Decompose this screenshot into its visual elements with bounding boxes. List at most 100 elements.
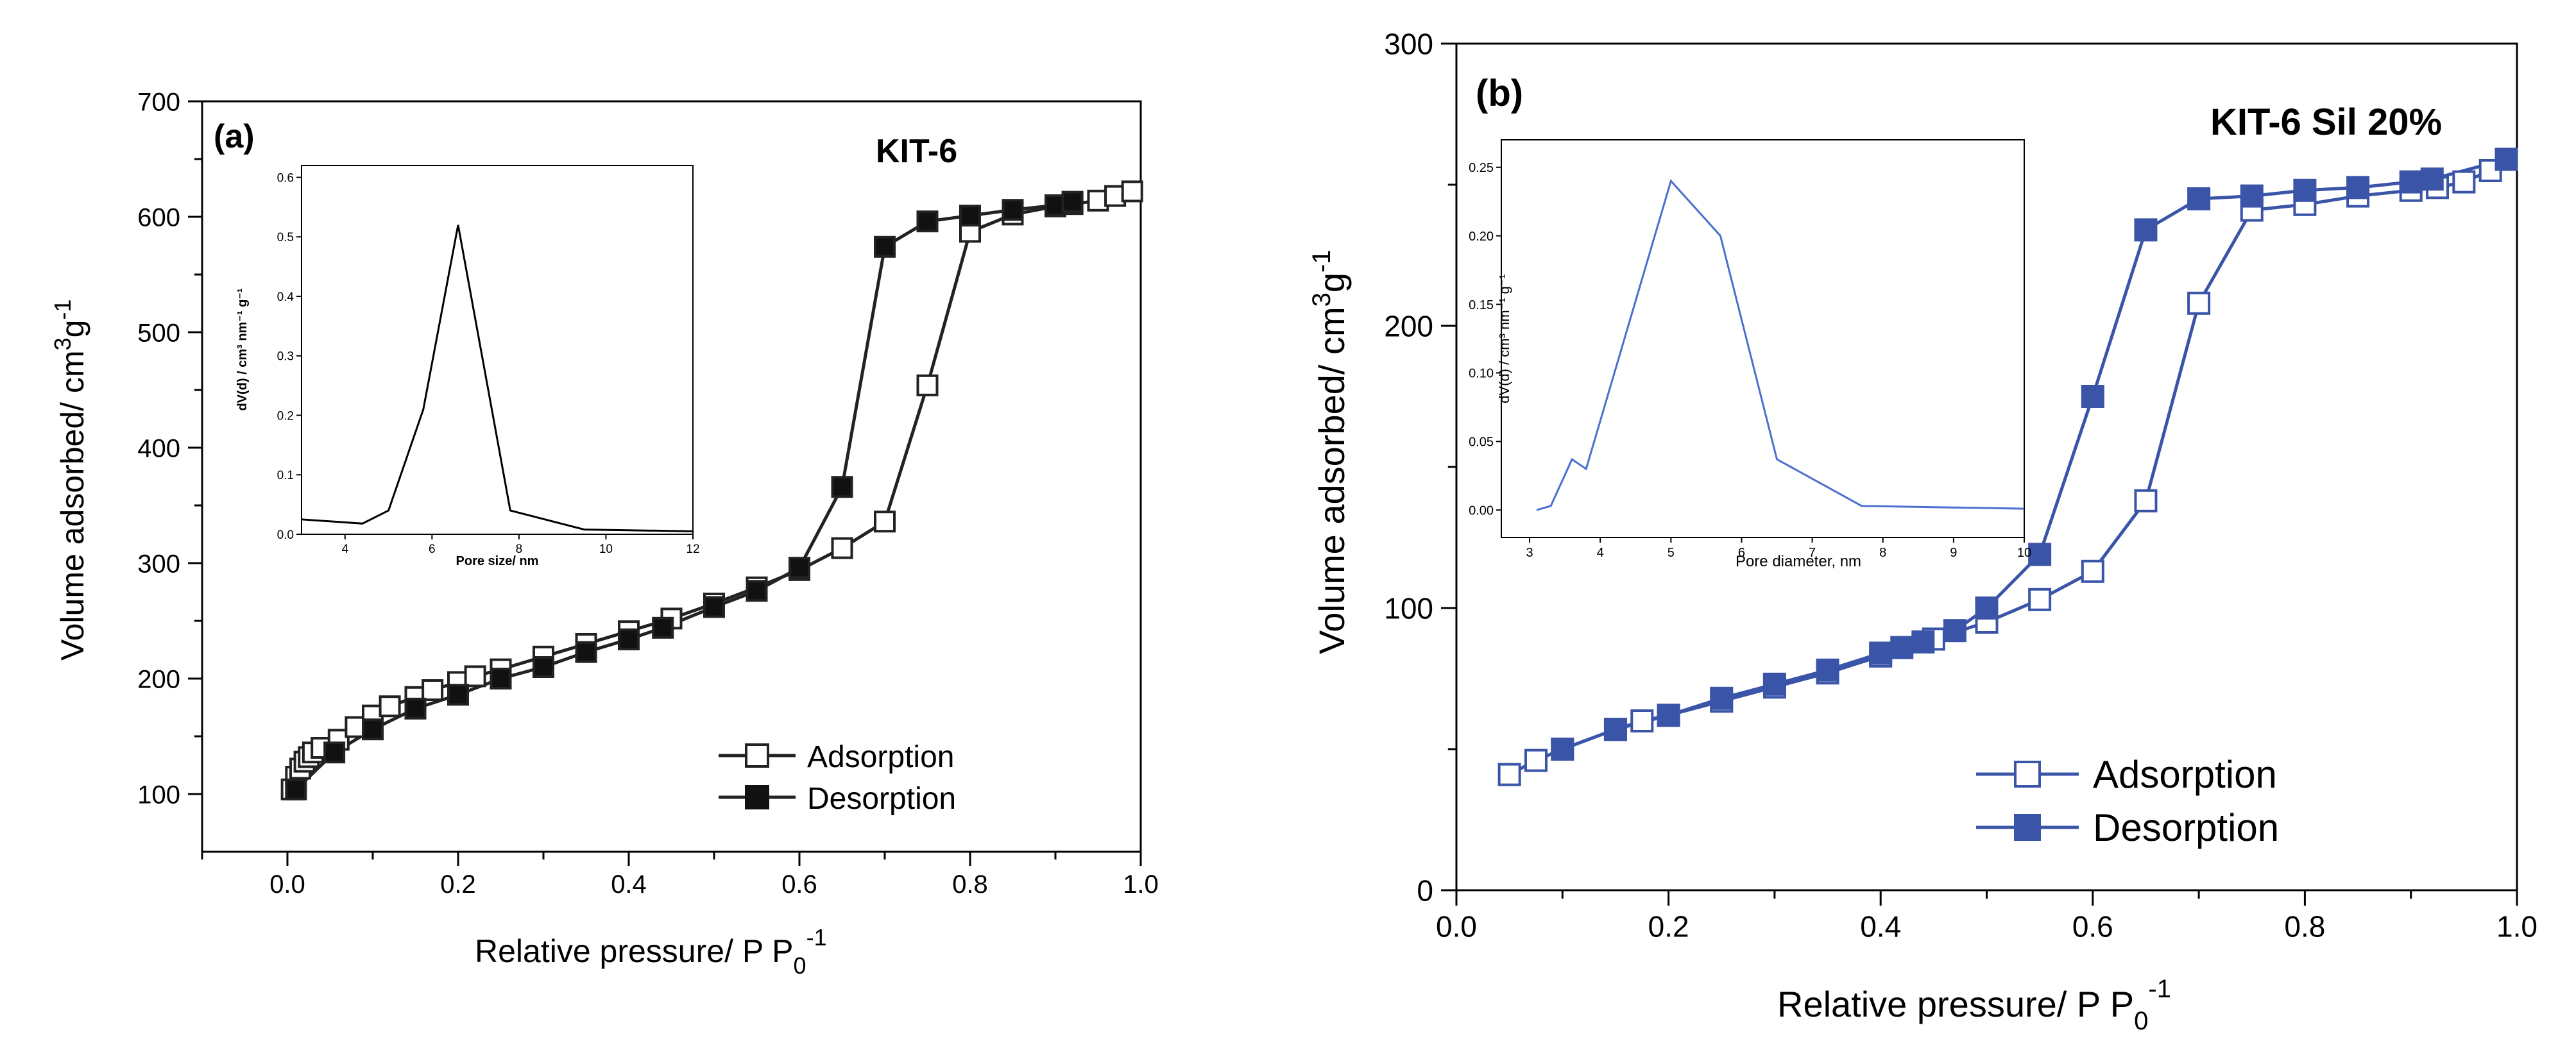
panel-a-inset-y-ticks: 0.0 0.1 0.2 0.3 0.4 0.5 0.6 bbox=[277, 171, 302, 542]
a-adsorption-point bbox=[422, 679, 444, 701]
bi-x-tick-label: 3 bbox=[1526, 546, 1533, 560]
panel-b-legend-desorption-marker bbox=[2014, 814, 2041, 841]
b-x-tick-label: 0.6 bbox=[2072, 909, 2113, 943]
a-desorption-point bbox=[362, 718, 384, 741]
panel-b-inset: 3 4 5 6 7 8 9 10 0.00 0.05 0.10 0.15 0.20 0.25 Pore … bbox=[1469, 139, 2031, 570]
a-y-tick-label: 300 bbox=[137, 550, 180, 578]
panel-b-label: (b) bbox=[1476, 72, 1523, 114]
a-desorption-point bbox=[447, 684, 469, 706]
a-desorption-point bbox=[789, 557, 810, 579]
a-desorption-point bbox=[874, 235, 896, 258]
a-x-tick-label: 0.6 bbox=[781, 870, 817, 899]
ai-y-tick-label: 0.3 bbox=[277, 350, 294, 364]
b-desorption-point bbox=[1657, 704, 1680, 727]
a-y-tick-label: 200 bbox=[137, 665, 180, 693]
b-desorption-point bbox=[1551, 738, 1574, 761]
a-desorption-point bbox=[916, 210, 939, 233]
b-desorption-point bbox=[1943, 619, 1966, 643]
ai-y-tick-label: 0.2 bbox=[277, 409, 294, 423]
a-desorption-point bbox=[575, 641, 597, 663]
b-desorption-point bbox=[2240, 184, 2264, 208]
a-x-tick-label: 0.0 bbox=[269, 870, 305, 899]
b-adsorption-point bbox=[2452, 170, 2476, 194]
b-x-tick-label: 0.4 bbox=[1860, 909, 1901, 943]
b-y-tick-label: 200 bbox=[1384, 310, 1433, 343]
a-desorption-point bbox=[285, 778, 307, 800]
a-desorption-point bbox=[404, 697, 427, 720]
a-desorption-point bbox=[652, 616, 674, 639]
a-y-tick-label: 100 bbox=[137, 781, 180, 809]
ai-y-tick-label: 0.0 bbox=[277, 528, 294, 542]
panel-b-series-markers bbox=[1497, 148, 2518, 786]
panel-a-inset-y-title: dV(d) / cm³ nm⁻¹ g⁻¹ bbox=[235, 288, 250, 410]
ai-x-tick-label: 8 bbox=[516, 543, 523, 556]
b-desorption-point bbox=[1911, 630, 1935, 654]
panel-a-plot-frame bbox=[201, 100, 1142, 853]
bi-x-tick-label: 8 bbox=[1879, 546, 1886, 560]
a-y-tick-label: 500 bbox=[137, 319, 180, 347]
b-desorption-point bbox=[1762, 672, 1786, 696]
a-y-tick-label: 600 bbox=[137, 203, 180, 232]
ai-x-tick-label: 6 bbox=[429, 543, 436, 556]
b-desorption-point bbox=[2495, 148, 2518, 171]
b-desorption-point bbox=[2420, 167, 2444, 191]
a-desorption-point bbox=[490, 668, 512, 689]
a-desorption-point bbox=[831, 476, 853, 498]
a-adsorption-point bbox=[379, 695, 401, 718]
a-desorption-point bbox=[703, 596, 725, 618]
a-desorption-point bbox=[959, 205, 981, 227]
panel-a-x-axis-title: Relative pressure/ P P0-1 bbox=[475, 924, 827, 979]
ai-x-tick-label: 4 bbox=[341, 543, 348, 556]
panel-a: 0.0 0.2 0.4 0.6 0.8 1.0 100 200 300 400 500 600 700… bbox=[49, 88, 1159, 979]
panel-b-inset-y-ticks: 0.00 0.05 0.10 0.15 0.20 0.25 bbox=[1469, 161, 1501, 518]
panel-b-inset-x-title: Pore diameter, nm bbox=[1736, 553, 1861, 570]
a-adsorption-point bbox=[831, 537, 853, 559]
b-desorption-point bbox=[2028, 543, 2052, 566]
bi-x-tick-label: 6 bbox=[1738, 546, 1745, 560]
panel-a-label: (a) bbox=[214, 118, 255, 155]
b-adsorption-point bbox=[2134, 489, 2158, 512]
ai-x-tick-label: 12 bbox=[686, 543, 699, 556]
panel-a-y-ticks: 100 200 300 400 500 600 700 bbox=[137, 88, 202, 809]
panel-b-y-ticks: 0 100 200 300 bbox=[1384, 28, 1456, 908]
panel-a-inset-x-ticks: 4 6 8 10 12 bbox=[341, 534, 700, 556]
b-desorption-point bbox=[1890, 636, 1914, 659]
panel-b-legend-adsorption-marker bbox=[2014, 761, 2041, 788]
bi-y-tick-label: 0.00 bbox=[1469, 503, 1494, 518]
b-y-tick-label: 300 bbox=[1384, 28, 1433, 61]
bi-x-tick-label: 7 bbox=[1809, 546, 1816, 560]
panel-a-inset-x-title: Pore size/ nm bbox=[456, 554, 539, 568]
bi-y-tick-label: 0.15 bbox=[1469, 298, 1494, 312]
a-desorption-point bbox=[746, 580, 768, 602]
panel-b-inset-y-title: dV(d) / cm³ nm⁻¹ g⁻¹ bbox=[1496, 274, 1512, 403]
bi-x-tick-label: 9 bbox=[1950, 546, 1957, 560]
b-x-tick-label: 0.8 bbox=[2284, 909, 2325, 943]
b-desorption-point bbox=[1869, 641, 1893, 665]
b-adsorption-point bbox=[2187, 291, 2211, 315]
ai-y-tick-label: 0.1 bbox=[277, 469, 294, 482]
panel-b-inset-frame bbox=[1501, 139, 2025, 538]
bi-x-tick-label: 4 bbox=[1597, 546, 1604, 560]
panel-a-y-axis-title: Volume adsorbed/ cm3g-1 bbox=[49, 300, 90, 661]
bi-y-tick-label: 0.05 bbox=[1469, 435, 1494, 450]
ai-y-tick-label: 0.5 bbox=[277, 231, 294, 244]
ai-y-tick-label: 0.4 bbox=[277, 291, 294, 304]
ai-y-tick-label: 0.6 bbox=[277, 171, 294, 185]
b-desorption-point bbox=[1816, 658, 1839, 682]
a-desorption-point bbox=[1061, 190, 1084, 213]
b-desorption-point bbox=[2293, 178, 2317, 202]
b-x-tick-label: 1.0 bbox=[2496, 909, 2538, 943]
a-adsorption-point bbox=[916, 374, 939, 396]
bi-x-tick-label: 5 bbox=[1668, 546, 1675, 560]
panel-a-inset: 4 6 8 10 12 0.0 0.1 0.2 0.3 0.4 0.5 0.6 Pore size/… bbox=[235, 165, 700, 568]
panel-b-inset-distribution-line bbox=[1536, 179, 2025, 511]
a-desorption-point bbox=[533, 656, 554, 678]
panel-a-inset-distribution-line bbox=[301, 224, 694, 532]
panel-b-legend-desorption-label: Desorption bbox=[2093, 806, 2279, 849]
panel-a-legend: Adsorption Desorption bbox=[719, 740, 956, 816]
a-desorption-point bbox=[1002, 199, 1024, 221]
b-desorption-point bbox=[2187, 187, 2211, 210]
bi-y-tick-label: 0.25 bbox=[1469, 161, 1494, 175]
panel-b-sample-name: KIT-6 Sil 20% bbox=[2210, 101, 2442, 143]
panel-a-sample-name: KIT-6 bbox=[876, 133, 957, 170]
